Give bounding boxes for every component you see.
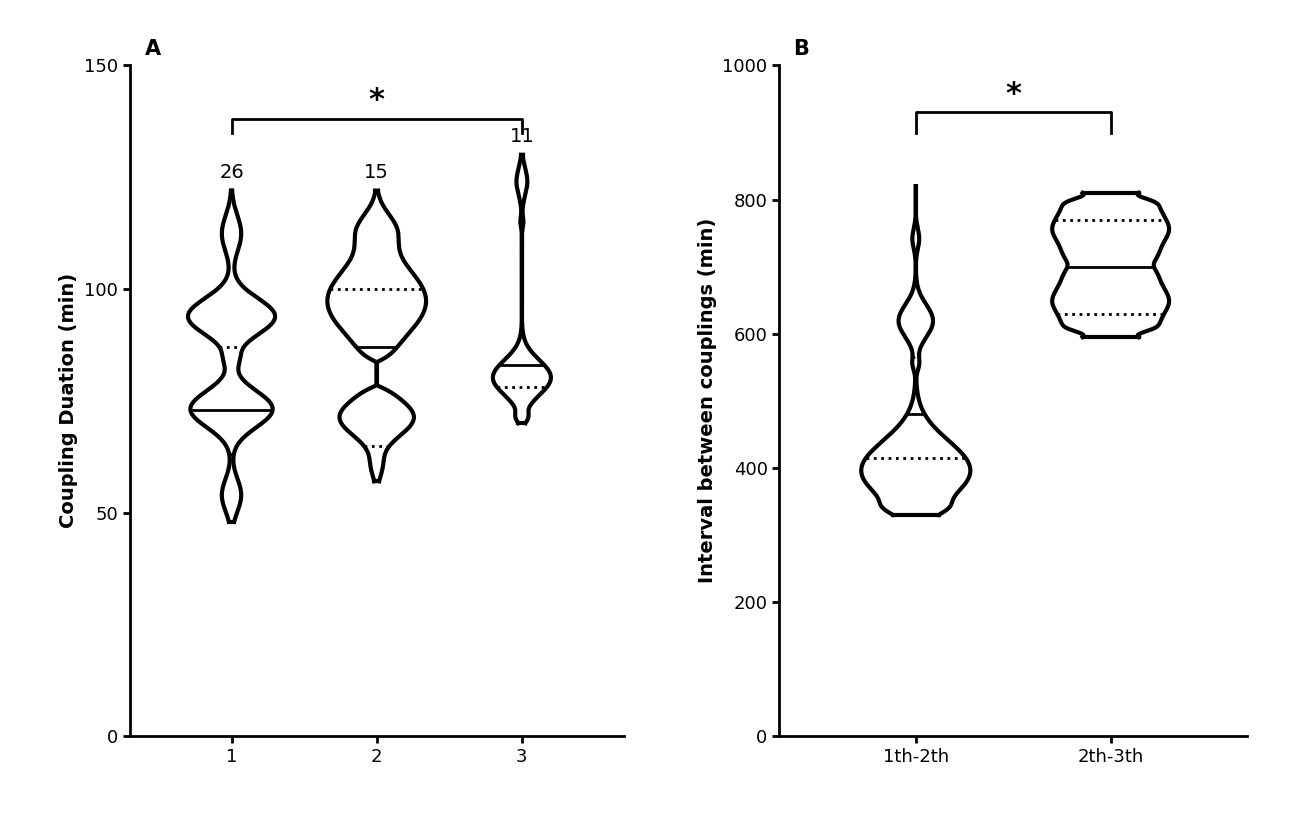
Text: 26: 26: [220, 163, 244, 182]
Text: *: *: [369, 86, 385, 115]
Text: B: B: [794, 38, 809, 59]
Y-axis label: Coupling Duation (min): Coupling Duation (min): [60, 273, 78, 528]
Y-axis label: Interval between couplings (min): Interval between couplings (min): [698, 218, 717, 583]
Text: 11: 11: [509, 127, 534, 146]
Text: 15: 15: [364, 163, 390, 182]
Text: A: A: [144, 38, 161, 59]
Text: *: *: [1005, 80, 1021, 109]
